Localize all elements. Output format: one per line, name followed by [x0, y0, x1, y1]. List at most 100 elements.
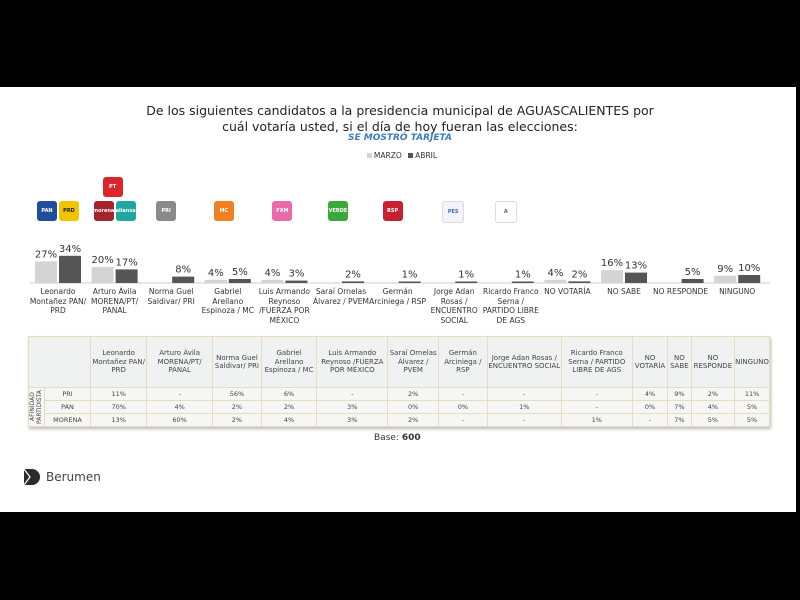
nueva-alianza-logo-icon: alianza — [116, 201, 136, 221]
table-cell: - — [486, 387, 562, 401]
bar-marzo — [714, 275, 737, 283]
bar-abril — [228, 279, 251, 283]
data-label: 2% — [571, 269, 587, 280]
data-label: 8% — [175, 265, 191, 276]
column-header: Leonardo Montañez PAN/ PRD — [89, 336, 148, 388]
table-cell: 7% — [667, 400, 692, 414]
column-header: NO RESPONDE — [690, 336, 736, 388]
pan-logo-icon: PAN — [37, 201, 57, 221]
data-label: 4% — [208, 268, 224, 279]
column-header: NO SABE — [667, 336, 692, 388]
slide — [0, 87, 796, 512]
table-cell: 3% — [316, 400, 389, 414]
category-label: Jorge Adan Rosas / ENCUENTRO SOCIAL — [430, 287, 478, 325]
partido-libre-ags-logo-icon: A — [494, 201, 517, 223]
table-cell: 56% — [211, 387, 262, 401]
bar-abril — [285, 280, 308, 283]
legend-swatch-marzo — [366, 153, 372, 158]
column-header: Arturo Ávila MORENA/PT/ PANAL — [146, 336, 213, 388]
encuentro-social-logo-icon: PES — [442, 201, 465, 223]
table-cell: - — [437, 387, 488, 401]
category-label: NO RESPONDE — [653, 287, 709, 296]
column-header: Saraí Ornelas Álvarez / PVEM — [387, 336, 439, 388]
table-cell: 4% — [690, 400, 736, 414]
table-cell: 7% — [667, 413, 692, 427]
table-cell: 2% — [260, 400, 318, 414]
category-label: Germán Arciniega / RSP — [369, 287, 427, 306]
table-cell: 2% — [690, 387, 736, 401]
column-header: Jorge Adan Rosas / ENCUENTRO SOCIAL — [486, 336, 562, 388]
table-cell: 5% — [734, 413, 770, 427]
data-label: 5% — [232, 267, 248, 278]
legend-swatch-abril — [408, 153, 414, 158]
table-cell: 4% — [146, 400, 213, 414]
category-label: Arturo Ávila MORENA/PT/ PANAL — [90, 287, 139, 315]
table-cell: 0% — [437, 400, 488, 414]
data-label: 10% — [738, 263, 760, 274]
bar-marzo — [544, 279, 567, 283]
data-label: 1% — [515, 270, 531, 281]
column-header: NINGUNO — [734, 336, 770, 388]
data-label: 20% — [91, 255, 113, 266]
morena-logo-icon: morena — [93, 201, 114, 221]
bar-marzo — [601, 270, 623, 283]
category-label: Saraí Ornelas Álvarez / PVEM — [313, 287, 369, 306]
table-cell: 60% — [146, 413, 213, 427]
column-header: NO VOTARÍA — [631, 336, 669, 388]
bar-abril — [455, 281, 478, 283]
table-cell: 11% — [89, 387, 148, 401]
base-value: 600 — [401, 433, 421, 443]
category-label: Gabriel Arellano Espinoza / MC — [201, 287, 254, 315]
data-label: 4% — [547, 268, 563, 279]
table-cell: 2% — [387, 387, 439, 401]
bar-abril — [59, 255, 81, 283]
table-cell: - — [560, 387, 633, 401]
data-label: 1% — [458, 270, 474, 281]
table-cell: 0% — [631, 400, 669, 414]
base-label: Base: — [374, 433, 399, 443]
bar-abril — [398, 281, 421, 283]
column-header: Norma Guel Saldivar/ PRI — [211, 336, 262, 388]
bar-abril — [625, 272, 647, 283]
pt-logo-icon: PT — [102, 177, 123, 197]
row-label: PRI — [44, 387, 91, 401]
affinity-table: Leonardo Montañez PAN/ PRD Arturo Ávila M… — [28, 336, 770, 427]
data-label: 27% — [35, 249, 57, 260]
table-cell: 3% — [316, 413, 389, 427]
table-cell: 1% — [486, 400, 562, 414]
category-label: Norma Guel Saldivar/ PRI — [147, 287, 195, 306]
data-label: 17% — [115, 257, 137, 268]
bar-abril — [342, 281, 364, 283]
data-label: 9% — [717, 264, 733, 275]
bar-marzo — [35, 261, 57, 283]
column-header: Luis Armando Reynoso /FUERZA POR MÉXICO — [316, 336, 389, 388]
column-header: Germán Arciniega / RSP — [437, 336, 488, 388]
bar-marzo — [204, 279, 227, 283]
table-cell: 9% — [667, 387, 692, 401]
bar-abril — [115, 269, 138, 283]
pvem-logo-icon: VERDE — [328, 201, 348, 221]
legend-marzo: MARZO — [373, 151, 402, 160]
data-label: 5% — [685, 267, 701, 278]
table-cell: - — [631, 413, 669, 427]
table-cell: - — [560, 400, 633, 414]
category-label: NO VOTARÍA — [544, 287, 591, 296]
mc-logo-icon: MC — [213, 201, 234, 221]
berumen-mark-icon — [23, 468, 40, 486]
category-label: Ricardo Franco Serna / PARTIDO LIBRE DE … — [482, 287, 539, 325]
data-label: 2% — [345, 269, 361, 280]
table-cell: - — [316, 387, 389, 401]
bar-marzo — [261, 279, 284, 283]
table-cell: - — [146, 387, 213, 401]
fuerza-por-mexico-logo-icon: FXM — [272, 201, 293, 221]
bar-abril — [511, 281, 534, 283]
rsp-logo-icon: RSP — [382, 201, 403, 221]
data-label: 34% — [59, 244, 81, 255]
data-label: 4% — [264, 268, 280, 279]
table-cell: - — [437, 413, 488, 427]
table-row: AFINIDAD PARTIDISTA PRI 11% -56% 6% -2% - - -4% 9… — [28, 387, 770, 427]
row-group-label: AFINIDAD PARTIDISTA — [29, 390, 43, 425]
table-cell: 5% — [690, 413, 736, 427]
table-cell: 13% — [89, 413, 148, 427]
